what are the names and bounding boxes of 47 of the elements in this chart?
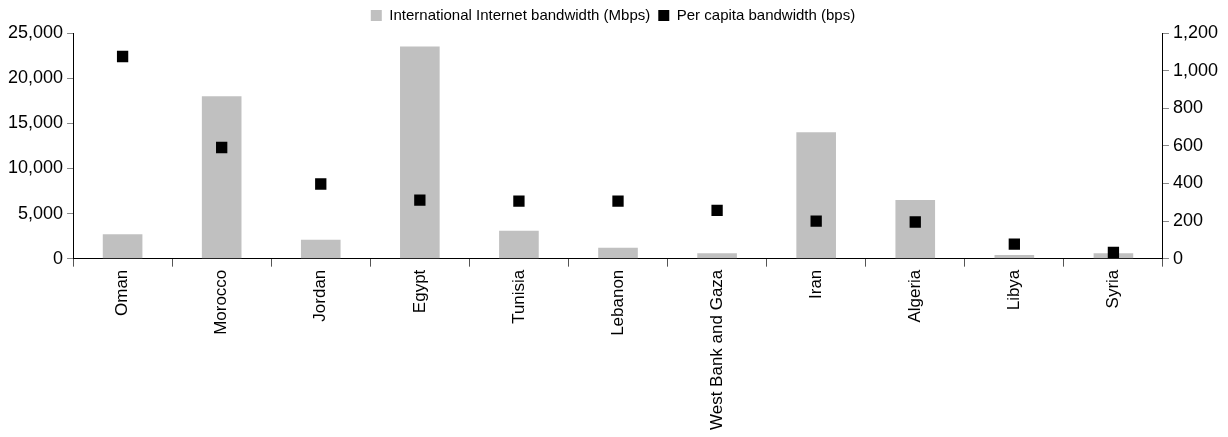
bar — [895, 200, 936, 259]
point — [810, 215, 822, 227]
bar — [400, 46, 440, 259]
y2-tick-label: 1,200 — [1172, 21, 1218, 42]
legend-label: International Internet bandwidth (Mbps) — [389, 5, 651, 23]
bar — [796, 132, 836, 259]
y-tick-label: 5,000 — [18, 202, 64, 223]
point — [711, 204, 723, 216]
y-tick-label: 20,000 — [7, 67, 64, 88]
point — [1107, 246, 1120, 259]
y2-tick-label: 200 — [1172, 210, 1203, 231]
bar — [499, 230, 539, 259]
bar — [102, 234, 143, 259]
point — [216, 141, 228, 154]
x-tick-label: Morocco — [211, 269, 231, 335]
y-tick-label: 0 — [53, 247, 64, 268]
point — [414, 194, 426, 206]
y-tick-label: 25,000 — [7, 21, 64, 42]
x-tick-label: Libya — [1004, 269, 1024, 311]
point — [116, 50, 129, 63]
bar — [697, 253, 737, 259]
y-tick-label: 15,000 — [7, 112, 64, 133]
point — [1008, 238, 1020, 250]
y2-tick-label: 400 — [1172, 172, 1203, 193]
bar — [994, 255, 1035, 259]
x-tick-label: Syria — [1103, 269, 1123, 309]
point — [513, 195, 525, 207]
x-tick-label: West Bank and Gaza — [706, 269, 726, 431]
x-tick-label: Egypt — [409, 269, 429, 314]
y2-tick-label: 800 — [1172, 97, 1203, 118]
x-tick-label: Tunisia — [508, 269, 528, 324]
point — [909, 216, 921, 228]
bar — [598, 247, 638, 259]
point — [612, 195, 624, 207]
bar — [201, 96, 242, 259]
y2-tick-label: 600 — [1172, 134, 1203, 155]
y2-tick-label: 0 — [1172, 247, 1183, 268]
x-tick-label: Algeria — [904, 269, 924, 323]
y2-tick-label: 1,000 — [1172, 59, 1218, 80]
point — [315, 178, 327, 190]
x-tick-label: Lebanon — [607, 269, 627, 336]
legend-label: Per capita bandwidth (bps) — [676, 5, 856, 23]
x-tick-label: Oman — [112, 269, 132, 316]
x-tick-label: Jordan — [310, 269, 330, 322]
bar — [300, 239, 341, 259]
y-tick-label: 10,000 — [7, 157, 64, 178]
x-tick-label: Iran — [805, 269, 825, 299]
